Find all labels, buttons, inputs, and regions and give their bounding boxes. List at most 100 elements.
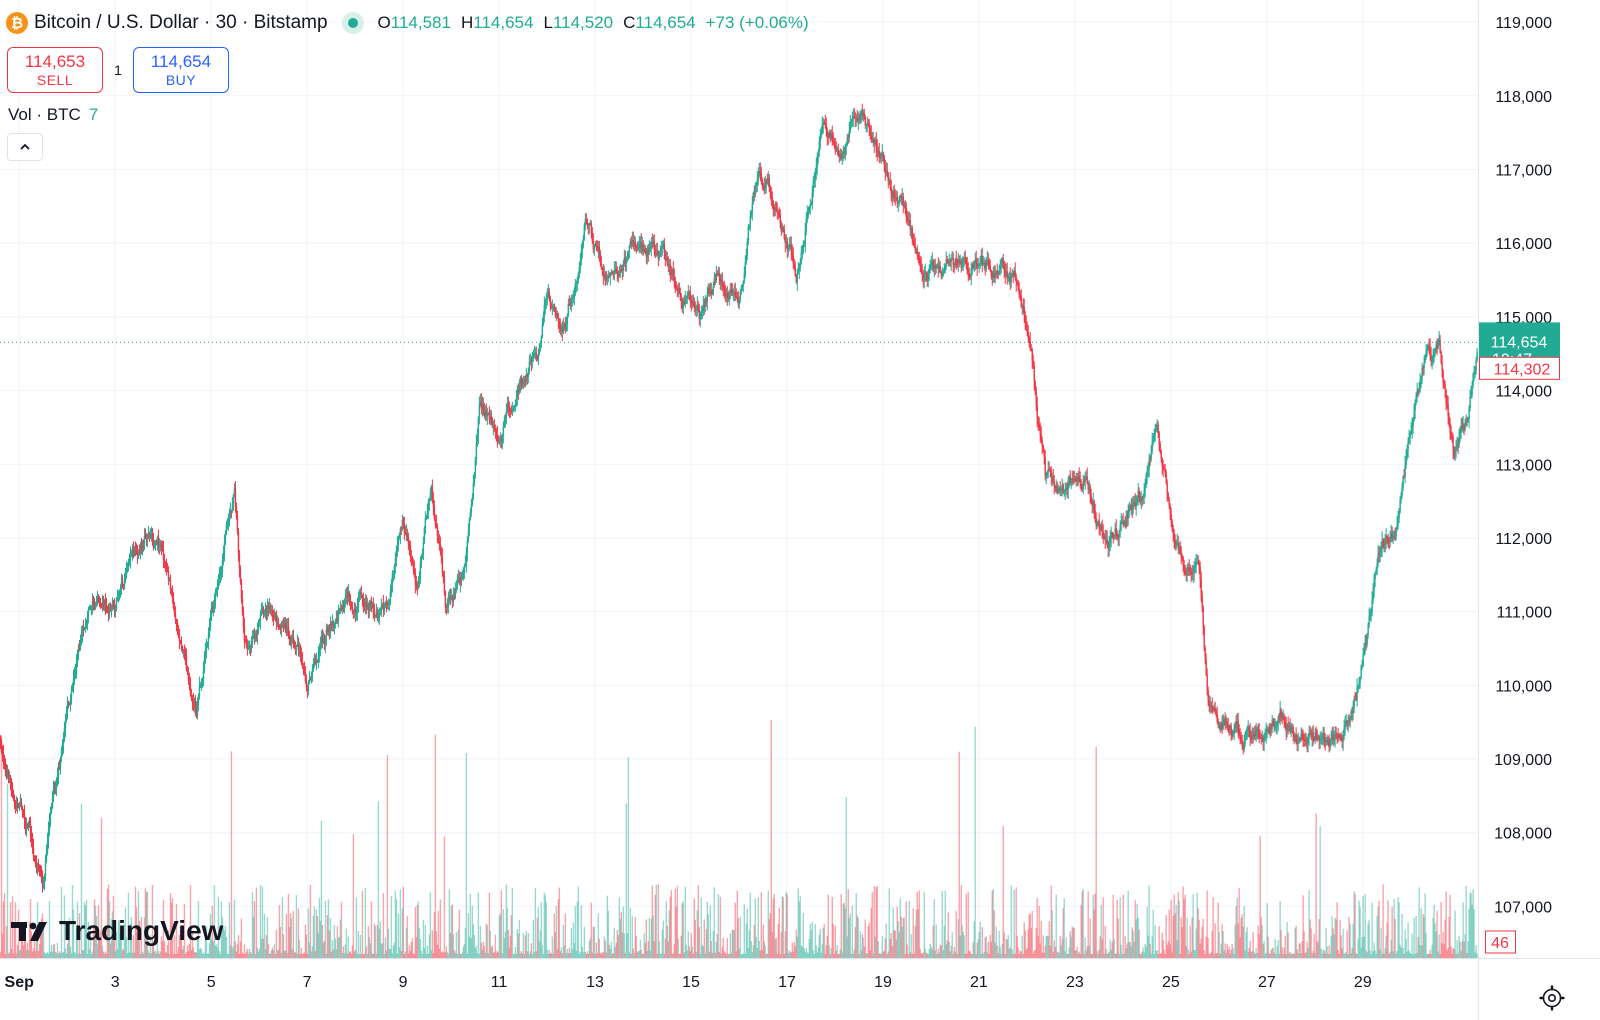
- candle-body: [1311, 732, 1313, 738]
- candle-body: [1364, 643, 1366, 647]
- candle-body: [1164, 469, 1166, 473]
- candle-body: [1341, 738, 1343, 742]
- candle-body: [1395, 529, 1397, 537]
- volume-bar: [709, 905, 712, 958]
- candle-body: [668, 265, 671, 268]
- volume-bar: [162, 900, 165, 958]
- symbol-legend[interactable]: ₿ Bitcoin / U.S. Dollar · 30 · Bitstamp …: [6, 12, 809, 34]
- volume-bar: [1020, 951, 1022, 958]
- candle-body: [1213, 708, 1215, 711]
- volume-bar: [889, 938, 891, 958]
- volume-legend[interactable]: Vol · BTC 7: [8, 105, 98, 125]
- candle-body: [725, 292, 728, 297]
- volume-bar: [196, 936, 199, 958]
- candle-body: [407, 536, 410, 544]
- buy-button[interactable]: 114,654 BUY: [133, 47, 229, 93]
- candle-body: [1382, 540, 1384, 542]
- volume-bar: [1360, 947, 1362, 958]
- volume-bar: [905, 901, 907, 958]
- candle-body: [304, 673, 307, 682]
- candle-body: [582, 238, 585, 246]
- candle-body: [1075, 478, 1077, 481]
- candle-body: [509, 409, 512, 412]
- candle-body: [807, 211, 809, 215]
- candle-body: [814, 172, 816, 180]
- candle-body: [1205, 660, 1207, 675]
- volume-bar: [774, 938, 776, 958]
- volume-bar: [550, 953, 553, 958]
- candle-body: [896, 197, 898, 204]
- volume-bar: [99, 931, 102, 958]
- volume-bar: [431, 930, 434, 958]
- volume-bar: [158, 953, 161, 958]
- volume-bar: [1068, 947, 1070, 958]
- candle-body: [969, 276, 971, 278]
- volume-bar: [713, 887, 716, 958]
- candle-body: [701, 310, 704, 312]
- volume-bar: [1132, 930, 1134, 958]
- candle-body: [1391, 533, 1393, 539]
- candle-body: [415, 584, 418, 587]
- candle-body: [498, 439, 501, 442]
- volume-bar: [186, 945, 189, 958]
- candle-body: [1110, 532, 1112, 539]
- candle-body: [1418, 390, 1420, 393]
- candle-body: [299, 646, 302, 655]
- volume-bar: [1274, 939, 1276, 958]
- volume-bar: [661, 929, 664, 958]
- collapse-legend-button[interactable]: [7, 133, 43, 161]
- candle-body: [488, 413, 491, 420]
- gear-icon[interactable]: [1538, 984, 1566, 1012]
- volume-bar: [392, 945, 395, 958]
- candle-body: [761, 179, 763, 186]
- candle-body: [615, 269, 618, 272]
- volume-bar: [592, 926, 595, 958]
- volume-bar: [29, 899, 32, 958]
- volume-bar: [1238, 888, 1240, 958]
- candle-body: [1255, 730, 1257, 736]
- volume-bar: [526, 951, 529, 958]
- candle-body: [1470, 394, 1472, 397]
- volume-bar: [1158, 926, 1160, 958]
- candle-body: [954, 259, 956, 265]
- volume-bar: [823, 924, 825, 958]
- candle-body: [1296, 741, 1298, 744]
- volume-bar: [377, 801, 380, 958]
- volume-bar: [435, 931, 438, 958]
- candle-body: [1062, 485, 1064, 493]
- volume-bar: [1246, 927, 1248, 958]
- candle-body: [424, 517, 427, 528]
- candle-body: [1022, 305, 1024, 308]
- candle-body: [646, 250, 649, 257]
- candle-body: [1099, 527, 1101, 530]
- candle-body: [1106, 539, 1108, 545]
- volume-bar: [190, 950, 193, 958]
- candle-body: [542, 316, 545, 325]
- candle-body: [94, 603, 97, 605]
- x-tick-label: Sep: [5, 974, 35, 991]
- volume-bar: [219, 953, 222, 958]
- candle-body: [784, 238, 786, 244]
- volume-bar: [1333, 934, 1335, 958]
- volume-value: 7: [88, 105, 99, 124]
- candle-body: [1468, 408, 1470, 420]
- candle-body: [1450, 433, 1452, 438]
- volume-bar: [1388, 953, 1390, 958]
- volume-bar: [361, 890, 364, 958]
- candle-body: [209, 619, 212, 627]
- candle-body: [256, 629, 259, 636]
- volume-bar: [1124, 935, 1126, 958]
- candle-body: [880, 154, 882, 158]
- symbol-title[interactable]: Bitcoin / U.S. Dollar · 30 · Bitstamp: [34, 12, 328, 33]
- candle-body: [1126, 517, 1128, 519]
- sell-button[interactable]: 114,653 SELL: [7, 47, 103, 93]
- candle-body: [1195, 562, 1197, 566]
- volume-bar: [704, 953, 707, 958]
- candle-body: [1259, 737, 1261, 739]
- tradingview-logo[interactable]: TradingView: [11, 915, 223, 947]
- y-tick-label: 119,000: [1495, 15, 1552, 32]
- volume-bar: [1325, 928, 1327, 958]
- candle-body: [1114, 528, 1116, 537]
- candle-body: [25, 824, 28, 830]
